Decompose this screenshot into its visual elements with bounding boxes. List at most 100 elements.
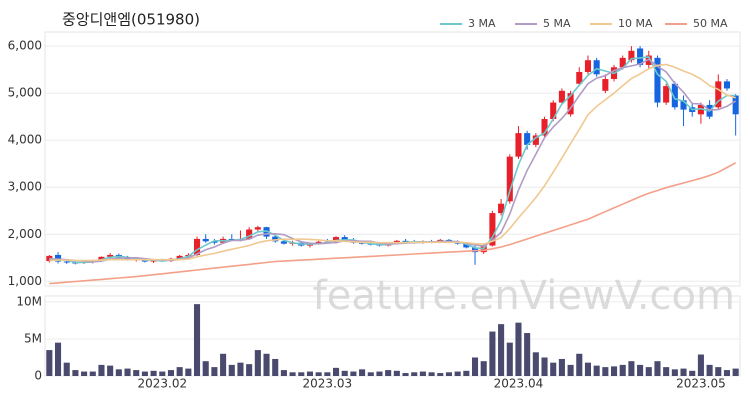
candle-body <box>263 227 270 237</box>
candle-body <box>228 238 235 240</box>
volume-bar <box>98 364 105 376</box>
volume-bar <box>419 371 426 376</box>
y-tick-label: 4,000 <box>8 133 42 147</box>
y-tick-label: 1,000 <box>8 274 42 288</box>
candle-body <box>107 254 114 257</box>
x-tick-label: 2023.02 <box>137 377 187 391</box>
volume-bar <box>272 358 279 376</box>
volume-bar <box>637 364 644 376</box>
legend-label: 3 MA <box>468 17 496 30</box>
volume-bar <box>463 370 470 376</box>
candle-body <box>715 81 722 108</box>
candle-body <box>663 86 670 103</box>
volume-bar <box>593 365 600 376</box>
volume-bar <box>402 373 409 376</box>
candle-body <box>532 135 539 145</box>
volume-bar <box>498 324 505 376</box>
volume-bar <box>628 361 635 376</box>
candle-body <box>402 240 409 242</box>
candle-body <box>463 243 470 248</box>
volume-bar <box>306 371 314 376</box>
candle-body <box>176 255 183 259</box>
y-tick-label: 3,000 <box>8 180 42 194</box>
candle-body <box>654 57 661 103</box>
candle-body <box>54 254 62 262</box>
volume-bar <box>532 352 539 376</box>
volume-bar <box>689 370 696 376</box>
volume-bar <box>576 353 583 376</box>
volume-bar <box>619 364 626 376</box>
volume-bar <box>315 372 322 376</box>
candle-body <box>732 95 739 115</box>
volume-bar <box>89 371 96 376</box>
volume-bar <box>437 373 444 376</box>
candle-body <box>680 100 687 110</box>
candle-body <box>602 79 609 91</box>
volume-bar <box>445 372 453 376</box>
candle-body <box>471 247 479 253</box>
candle-body <box>254 227 261 230</box>
x-tick-label: 2023.05 <box>676 377 726 391</box>
candle-body <box>341 237 348 240</box>
candle-body <box>541 119 548 136</box>
candle-body <box>489 213 496 246</box>
volume-bar <box>506 342 513 376</box>
volume-bar <box>133 370 140 376</box>
volume-bar <box>324 372 331 376</box>
candle-body <box>576 71 583 84</box>
volume-bar <box>489 331 496 376</box>
volume-bar <box>610 366 618 376</box>
candle-body <box>246 229 253 239</box>
volume-bar <box>645 367 652 376</box>
volume-bar <box>515 322 522 376</box>
candle-body <box>671 83 678 108</box>
candle-body <box>98 256 105 261</box>
volume-bar <box>280 370 287 376</box>
volume-bar <box>541 357 548 376</box>
volume-bar <box>289 372 296 376</box>
candle-body <box>211 241 218 243</box>
volume-bar <box>428 372 435 376</box>
volume-bar <box>72 370 79 376</box>
x-tick-label: 2023.04 <box>494 377 544 391</box>
volume-bar <box>706 364 713 376</box>
volume-bar <box>115 369 122 376</box>
candle-body <box>515 133 522 157</box>
volume-bar <box>524 333 531 376</box>
volume-bar <box>411 372 418 376</box>
candle-body <box>628 50 635 61</box>
x-tick-label: 2023.03 <box>303 377 353 391</box>
volume-bar <box>298 372 305 376</box>
volume-bar <box>81 371 88 376</box>
candle-body <box>584 60 592 72</box>
volume-bar <box>680 368 687 376</box>
ma-line <box>49 162 737 285</box>
candle-body <box>280 241 287 244</box>
candle-body <box>550 102 557 120</box>
volume-bar <box>654 361 661 376</box>
volume-bar <box>159 371 166 376</box>
volume-bar <box>185 368 192 376</box>
volume-bar <box>237 362 244 376</box>
volume-bar <box>480 361 487 376</box>
candle-body <box>697 104 704 115</box>
volume-bar <box>202 361 209 376</box>
volume-bar <box>393 370 400 376</box>
volume-bar <box>671 369 678 376</box>
volume-bar <box>332 367 340 376</box>
plot-area <box>44 31 741 287</box>
volume-bar <box>211 367 218 376</box>
volume-bar <box>715 367 722 376</box>
y-tick-label: 2,000 <box>8 227 42 241</box>
volume-bar <box>124 368 131 376</box>
y-tick-label: 0 <box>34 369 42 383</box>
volume-bar <box>359 369 366 376</box>
candle-body <box>315 241 322 244</box>
volume-bar <box>367 372 374 376</box>
volume-bar <box>54 342 62 376</box>
candle-body <box>593 60 600 75</box>
volume-bar <box>228 364 235 376</box>
volume-bar <box>471 357 479 376</box>
volume-bar <box>220 353 227 376</box>
